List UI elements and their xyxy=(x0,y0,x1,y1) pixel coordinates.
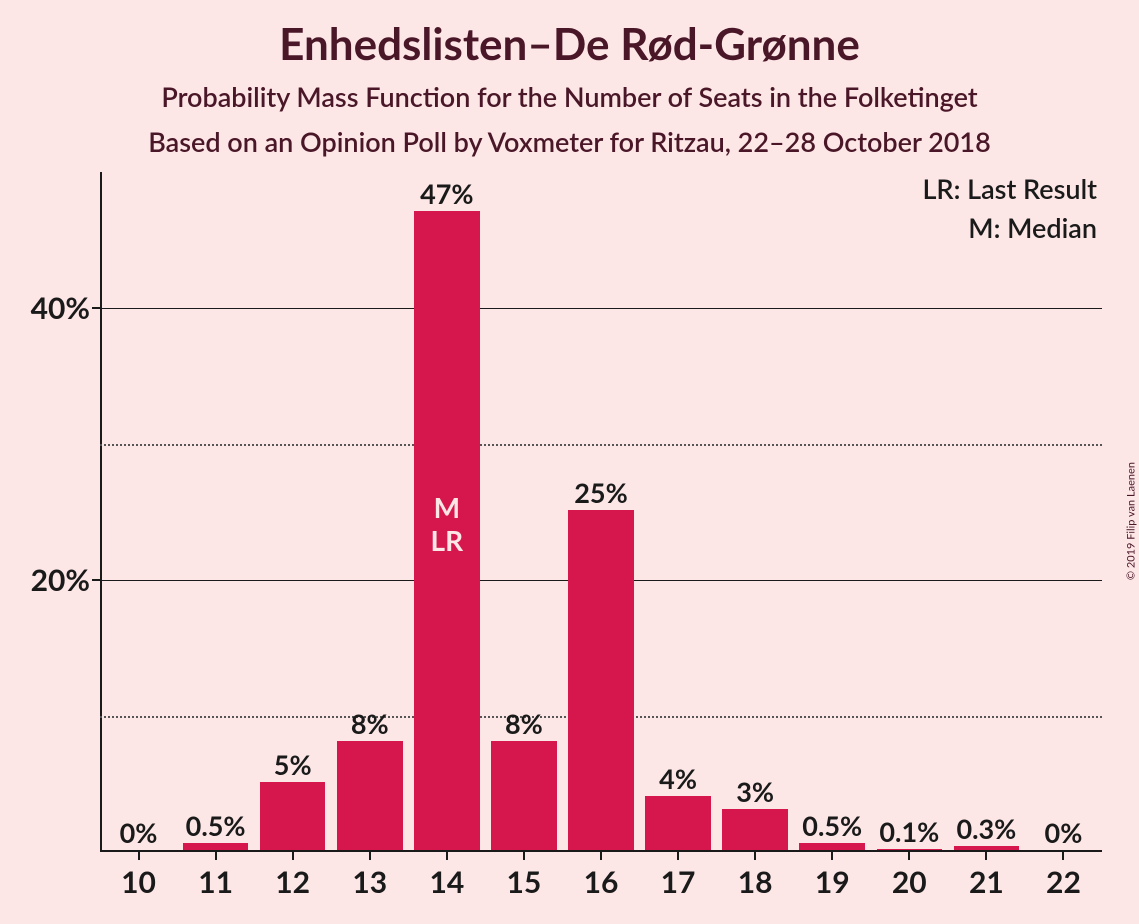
bar-value-label: 4% xyxy=(659,762,697,795)
bar-value-label: 8% xyxy=(505,707,543,740)
bar xyxy=(183,843,249,850)
x-axis-label: 10 xyxy=(121,864,156,900)
bar xyxy=(954,846,1020,850)
x-tick xyxy=(446,852,448,860)
x-tick xyxy=(908,852,910,860)
bar-value-label: 47% xyxy=(420,177,473,210)
bar xyxy=(722,809,788,850)
bar-marker-label: MLR xyxy=(414,491,480,558)
bar xyxy=(260,782,326,850)
bar xyxy=(877,849,943,850)
x-axis-label: 22 xyxy=(1046,864,1081,900)
x-axis-label: 20 xyxy=(892,864,927,900)
bar-value-label: 25% xyxy=(574,476,627,509)
bar xyxy=(645,796,711,850)
x-tick xyxy=(985,852,987,860)
x-tick xyxy=(831,852,833,860)
bar xyxy=(799,843,865,850)
bar-value-label: 5% xyxy=(274,748,312,781)
chart-subtitle-2: Based on an Opinion Poll by Voxmeter for… xyxy=(0,125,1139,158)
bar: MLR xyxy=(414,211,480,850)
bar-value-label: 8% xyxy=(351,707,389,740)
x-axis-label: 16 xyxy=(584,864,619,900)
x-tick xyxy=(677,852,679,860)
x-tick xyxy=(754,852,756,860)
x-axis-label: 17 xyxy=(661,864,696,900)
y-axis-line xyxy=(100,172,102,852)
y-tick xyxy=(92,579,100,581)
x-axis-label: 21 xyxy=(969,864,1004,900)
gridline-minor xyxy=(100,444,1102,446)
x-axis-label: 19 xyxy=(815,864,850,900)
bar-value-label: 0% xyxy=(120,816,158,849)
bar-value-label: 0% xyxy=(1045,816,1083,849)
x-axis-label: 11 xyxy=(198,864,233,900)
bar-value-label: 0.5% xyxy=(186,809,246,842)
x-tick xyxy=(292,852,294,860)
x-tick xyxy=(138,852,140,860)
y-axis-label: 20% xyxy=(31,562,90,598)
chart-subtitle-1: Probability Mass Function for the Number… xyxy=(0,80,1139,113)
x-tick xyxy=(523,852,525,860)
x-axis-label: 18 xyxy=(738,864,773,900)
bar-value-label: 0.5% xyxy=(802,809,862,842)
chart-title: Enhedslisten–De Rød-Grønne xyxy=(0,18,1139,70)
bar xyxy=(568,510,634,850)
bar xyxy=(337,741,403,850)
x-axis-label: 12 xyxy=(275,864,310,900)
chart-container: Enhedslisten–De Rød-Grønne Probability M… xyxy=(0,0,1139,924)
bar-value-label: 0.3% xyxy=(956,812,1016,845)
gridline-major xyxy=(100,308,1102,309)
x-tick xyxy=(369,852,371,860)
x-tick xyxy=(1062,852,1064,860)
y-axis-label: 40% xyxy=(31,290,90,326)
plot-area: 20%40%0%100.5%115%128%13MLR47%148%1525%1… xyxy=(100,172,1102,852)
x-axis-label: 15 xyxy=(507,864,542,900)
x-tick xyxy=(215,852,217,860)
bar xyxy=(491,741,557,850)
copyright-text: © 2019 Filip van Laenen xyxy=(1125,462,1138,580)
x-axis-label: 13 xyxy=(352,864,387,900)
y-tick xyxy=(92,307,100,309)
x-axis-label: 14 xyxy=(429,864,464,900)
bar-value-label: 3% xyxy=(736,775,774,808)
bar-value-label: 0.1% xyxy=(879,815,939,848)
x-tick xyxy=(600,852,602,860)
